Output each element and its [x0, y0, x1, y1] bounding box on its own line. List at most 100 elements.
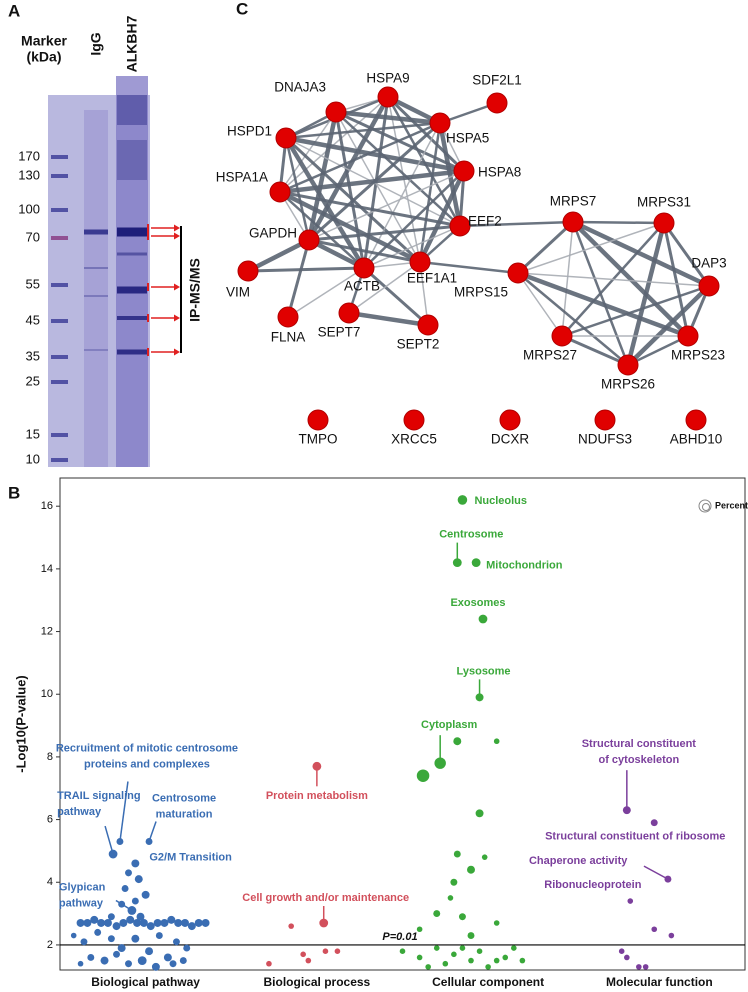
node-label: ACTB	[344, 279, 380, 294]
marker-band	[51, 355, 68, 359]
leader-line	[104, 825, 114, 855]
marker-band	[51, 380, 68, 384]
point	[103, 919, 112, 927]
node	[562, 211, 584, 233]
point	[478, 614, 488, 624]
point	[70, 932, 77, 939]
node	[429, 112, 451, 134]
point-label: Centrosome	[439, 529, 503, 541]
point	[442, 960, 449, 967]
node-label: HSPD1	[227, 124, 272, 139]
network: HSPA9 DNAJA3 SDF2L1 HSPD1 HSPA5 HSPA8 HSPA1A EE…	[216, 71, 727, 447]
edge	[308, 170, 465, 241]
edge	[517, 222, 665, 274]
point-label: Chaperone activity	[529, 855, 628, 867]
node-label: HSPA1A	[216, 170, 268, 185]
point	[163, 953, 172, 962]
point	[416, 954, 423, 961]
node-label: SEPT7	[318, 325, 361, 340]
marker-label: 170	[18, 148, 40, 163]
edge	[363, 225, 461, 269]
panel-b-label: B	[8, 483, 20, 502]
node-label: EEF1A1	[407, 271, 457, 286]
edge	[419, 260, 519, 275]
legend-title: Percentage of genes	[715, 500, 748, 510]
marker-unit: (kDa)	[26, 49, 61, 65]
edge	[335, 111, 421, 263]
x-tick-label: Biological pathway	[91, 975, 200, 989]
alkbh7-band	[117, 140, 147, 180]
point	[433, 945, 440, 951]
igg-band	[84, 229, 108, 235]
panel-a-label: A	[8, 1, 20, 20]
point-label: Glypican pathway	[59, 881, 106, 909]
edge	[279, 191, 365, 269]
point	[485, 964, 491, 970]
edge	[459, 220, 574, 228]
marker-label: 100	[18, 201, 40, 216]
marker-band	[51, 208, 68, 212]
point	[300, 951, 306, 958]
point	[131, 859, 140, 868]
point	[113, 950, 120, 958]
edge	[517, 272, 629, 366]
edge	[285, 121, 441, 140]
node-label: SDF2L1	[472, 73, 522, 88]
marker-band	[51, 155, 68, 159]
node	[677, 325, 699, 347]
edge	[571, 220, 690, 338]
node-label: NDUFS3	[578, 432, 632, 447]
node	[307, 409, 329, 431]
node	[594, 409, 616, 431]
point	[187, 922, 196, 931]
edge	[348, 261, 421, 314]
alkbh7-band	[117, 95, 147, 125]
lane-label: ALKBH7	[124, 15, 140, 72]
point-label: Nucleolus	[474, 495, 527, 507]
alkbh7-band	[117, 316, 147, 320]
igg-band	[84, 267, 108, 269]
edge	[279, 111, 337, 193]
point-label: Recruitment of mitotic centrosome protein…	[56, 742, 238, 770]
point-label: Lysosome	[457, 665, 511, 677]
point-label: G2/M Transition	[149, 851, 232, 863]
edge	[561, 284, 710, 338]
node-label: MRPS7	[550, 194, 597, 209]
point	[136, 912, 145, 921]
node	[353, 257, 375, 279]
edge	[287, 267, 365, 318]
point	[457, 495, 468, 505]
node-label: EEF2	[468, 214, 502, 229]
marker-band	[51, 433, 68, 437]
gel-detail: IgG ALKBH7 170 130 100 70 55 45 35 25 15 10	[18, 15, 180, 466]
marker-label: 70	[26, 229, 40, 244]
side-label: IP-MS/MS	[187, 258, 203, 322]
point	[125, 869, 132, 877]
edge	[417, 170, 467, 263]
point-label: Exosomes	[450, 597, 505, 609]
y-tick-label: 14	[41, 563, 53, 575]
point	[467, 865, 475, 874]
point	[322, 948, 329, 954]
point	[475, 809, 484, 818]
point	[642, 964, 649, 970]
node	[499, 409, 521, 431]
point	[160, 919, 169, 927]
point	[471, 558, 481, 568]
point	[334, 948, 341, 954]
node	[277, 306, 299, 328]
edge	[279, 121, 441, 194]
point	[651, 926, 658, 933]
point	[133, 919, 142, 927]
point	[174, 919, 183, 927]
point	[624, 954, 630, 961]
y-tick-label: 16	[41, 500, 53, 512]
node	[617, 354, 639, 376]
edge	[626, 284, 711, 367]
point	[453, 737, 462, 746]
y-tick-label: 8	[47, 751, 53, 763]
edge	[561, 221, 574, 337]
point	[76, 919, 85, 927]
point	[476, 948, 483, 954]
node	[275, 127, 297, 149]
